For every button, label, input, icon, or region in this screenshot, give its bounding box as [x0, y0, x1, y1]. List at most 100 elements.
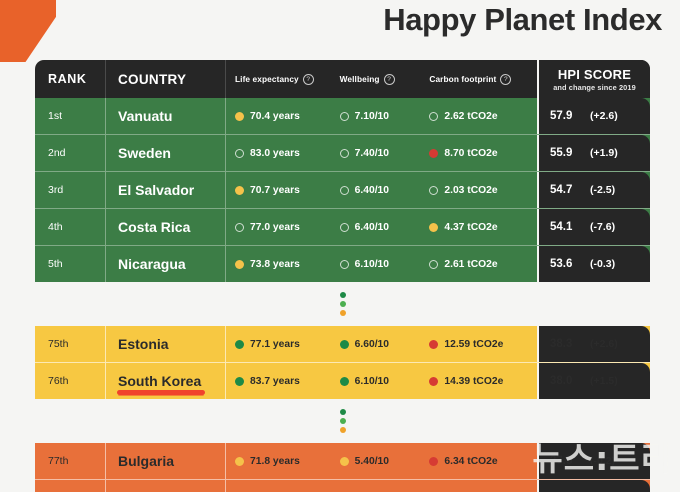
table-group-green: 1st Vanuatu 70.4 years 7.10/10 2.62 tCO2e 57.… [35, 98, 650, 282]
cell-rank: 1st [48, 110, 63, 122]
cell-hpi-score: 38.0 (+1.5) [537, 363, 650, 399]
cell-country: Nicaragua [105, 246, 225, 282]
hpi-score-value: 37.5 [550, 455, 573, 467]
country-name: Nicaragua [118, 256, 186, 272]
metric-wellbeing: 6.40/10 [339, 185, 430, 196]
cell-country: Estonia [105, 326, 225, 362]
help-icon[interactable]: ? [500, 73, 512, 85]
life-expectancy-value: 77.1 years [250, 338, 300, 350]
cell-country: Vanuatu [105, 98, 225, 134]
ellipsis-dot [339, 418, 346, 424]
country-name: South Korea [118, 373, 202, 389]
hpi-score-value: 38.3 [550, 338, 573, 350]
cell-hpi-score: 57.9 (+2.6) [537, 98, 650, 134]
hpi-score-value: 53.6 [550, 258, 573, 270]
cell-hpi-score: 54.7 (-2.5) [537, 172, 650, 208]
help-icon[interactable]: ? [302, 73, 314, 85]
status-dot-icon [235, 148, 244, 158]
cell-metrics: 83.7 years 6.10/10 14.39 tCO2e [225, 363, 537, 399]
status-dot-icon [339, 222, 349, 232]
life-expectancy-value: 73.8 years [250, 258, 300, 270]
cell-rank: 76th [48, 375, 69, 387]
metric-life-expectancy: 83.7 years [226, 376, 340, 387]
cell-rank: 75th [48, 338, 69, 350]
decorative-corner-wedge [0, 0, 56, 62]
cell-metrics: 73.8 years 6.10/10 2.61 tCO2e [225, 246, 537, 282]
table-row[interactable]: 2nd Sweden 83.0 years 7.40/10 8.70 tCO2e 55.9… [35, 134, 650, 171]
cell-country: South Korea [105, 363, 225, 399]
metric-carbon-footprint: 2.61 tCO2e [429, 259, 537, 270]
table-row-ellipsis [35, 399, 650, 443]
metric-carbon-footprint: 8.70 tCO2e [429, 148, 537, 159]
metric-carbon-footprint: 4.37 tCO2e [429, 222, 537, 233]
ellipsis-dot [339, 301, 346, 307]
help-icon[interactable]: ? [383, 73, 395, 85]
carbon-footprint-value: 6.34 tCO2e [444, 455, 498, 467]
status-dot-icon [339, 339, 349, 349]
carbon-footprint-label: Carbon footprint [429, 74, 497, 84]
table-row[interactable]: 1st Vanuatu 70.4 years 7.10/10 2.62 tCO2e 57.… [35, 98, 650, 134]
status-dot-icon [429, 259, 439, 269]
metric-carbon-footprint: 2.03 tCO2e [429, 185, 537, 196]
hpi-change-value: (+1.5) [590, 375, 618, 387]
carbon-footprint-value: 2.61 tCO2e [444, 258, 498, 270]
hpi-score-value: 54.1 [550, 221, 573, 233]
metric-carbon-footprint: 6.34 tCO2e [429, 456, 537, 467]
table-row[interactable]: 76th South Korea 83.7 years 6.10/10 14.39 tC… [35, 362, 650, 399]
metric-wellbeing: 6.10/10 [339, 259, 430, 270]
cell-rank: 78th [35, 480, 105, 492]
hpi-score-value: 38.0 [550, 375, 573, 387]
wellbeing-value: 6.10/10 [354, 375, 390, 387]
country-name: Vanuatu [118, 108, 173, 124]
cell-country: El Salvador [105, 172, 225, 208]
hpi-score-sublabel: and change since 2019 [553, 82, 636, 92]
status-dot-icon [429, 339, 439, 349]
table-group-orange: 77th Bulgaria 71.8 years 5.40/10 6.34 tCO2e 3… [35, 443, 650, 492]
column-header-carbon-footprint: Carbon footprint ? [429, 73, 537, 85]
hpi-score-label: HPI SCORE [557, 66, 632, 82]
cell-hpi-score: 54.1 (-7.6) [537, 209, 650, 245]
table-row[interactable]: 75th Estonia 77.1 years 6.60/10 12.59 tCO2e 3… [35, 326, 650, 362]
table-row-ellipsis [35, 282, 650, 326]
ellipsis-dot [339, 310, 346, 316]
status-dot-icon [235, 222, 244, 232]
status-dot-icon [235, 111, 244, 121]
status-dot-icon [339, 148, 349, 158]
country-name: Costa Rica [118, 219, 191, 235]
cell-hpi-score: 37.4(-7.7) [537, 480, 650, 492]
wellbeing-label: Wellbeing [339, 74, 380, 84]
wellbeing-value: 7.40/10 [354, 147, 390, 159]
table-row[interactable]: 78th Nepal 68.5 years4.60/102.09 tCO2e37.4… [35, 479, 650, 492]
metric-life-expectancy: 70.4 years [226, 111, 340, 122]
column-header-country: COUNTRY [105, 60, 225, 98]
carbon-footprint-value: 12.59 tCO2e [444, 338, 504, 350]
table-row[interactable]: 3rd El Salvador 70.7 years 6.40/10 2.03 tCO2… [35, 171, 650, 208]
metric-wellbeing: 7.40/10 [339, 147, 430, 159]
table-row[interactable]: 77th Bulgaria 71.8 years 5.40/10 6.34 tCO2e 3… [35, 443, 650, 479]
life-expectancy-value: 70.4 years [250, 110, 300, 122]
ellipsis-dot [339, 427, 346, 433]
hpi-change-value: (+2.6) [590, 338, 618, 350]
hpi-change-value: (-0.2) [590, 455, 616, 467]
status-dot-icon [235, 376, 244, 386]
cell-hpi-score: 38.3 (+2.6) [537, 326, 650, 362]
carbon-footprint-value: 14.39 tCO2e [444, 375, 504, 387]
ellipsis-dot [339, 409, 346, 415]
table-row[interactable]: 4th Costa Rica 77.0 years 6.40/10 4.37 tCO2e… [35, 208, 650, 245]
country-name: El Salvador [118, 182, 195, 198]
metric-life-expectancy: 83.0 years [226, 148, 340, 159]
cell-country: Bulgaria [105, 443, 225, 479]
cell-hpi-score: 53.6 (-0.3) [537, 246, 650, 282]
life-expectancy-value: 77.0 years [250, 221, 300, 233]
cell-metrics: 83.0 years 7.40/10 8.70 tCO2e [225, 135, 537, 171]
table-row[interactable]: 5th Nicaragua 73.8 years 6.10/10 2.61 tCO2e 5… [35, 245, 650, 282]
cell-rank: 5th [48, 258, 63, 270]
cell-hpi-score: 37.5 (-0.2) [537, 443, 650, 479]
cell-metrics: 77.1 years 6.60/10 12.59 tCO2e [225, 326, 537, 362]
hpi-score-value: 57.9 [550, 110, 573, 122]
column-header-life-expectancy: Life expectancy ? [226, 73, 340, 85]
metric-wellbeing: 6.40/10 [339, 222, 430, 233]
country-name: Estonia [118, 336, 169, 352]
cell-country: Nepal [105, 480, 225, 492]
cell-metrics: 71.8 years 5.40/10 6.34 tCO2e [225, 443, 537, 479]
